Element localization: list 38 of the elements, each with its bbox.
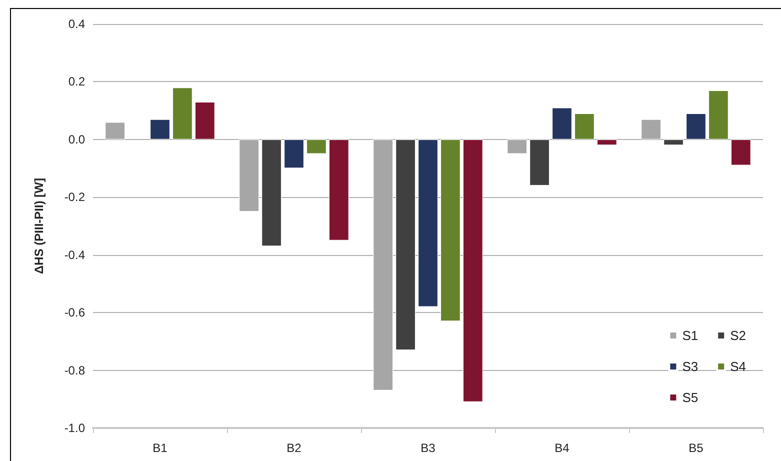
x-tick-label: B3	[420, 441, 436, 455]
y-tick-label: 0.2	[68, 74, 86, 89]
x-tick-label: B1	[152, 441, 168, 455]
bar	[284, 139, 304, 168]
bar	[462, 139, 483, 402]
bar	[262, 139, 282, 246]
bar	[306, 139, 326, 154]
bar	[440, 139, 460, 322]
legend-label: S1	[682, 328, 698, 343]
legend-label: S5	[682, 390, 698, 405]
bar	[730, 139, 751, 166]
x-tick-label: B5	[688, 441, 704, 455]
bar	[194, 102, 215, 140]
bar	[664, 139, 684, 146]
y-tick-label: -0.6	[64, 306, 86, 320]
bar	[574, 113, 594, 140]
legend-label: S3	[682, 359, 698, 374]
bar	[328, 139, 349, 240]
legend-label: S2	[730, 328, 746, 343]
y-tick-label: 0.4	[68, 17, 86, 31]
y-tick-label: -0.8	[64, 363, 86, 378]
bar	[396, 139, 416, 350]
legend-label: S4	[730, 359, 746, 374]
y-tick-label: 0.0	[68, 132, 86, 146]
bar	[150, 119, 170, 140]
y-axis-title: ΔHS (PIII-PII) [W]	[32, 178, 46, 274]
bar	[530, 139, 550, 186]
y-tick-label: -0.4	[64, 248, 86, 262]
bar	[552, 108, 572, 140]
bar	[686, 113, 706, 140]
bar	[596, 139, 617, 146]
y-tick-label: -1.0	[64, 421, 86, 435]
x-tick-label: B4	[554, 441, 570, 455]
x-tick-label: B2	[286, 441, 302, 455]
bar	[172, 87, 192, 140]
bar	[418, 139, 438, 307]
bar	[708, 90, 728, 140]
y-tick-label: -0.2	[64, 190, 86, 204]
